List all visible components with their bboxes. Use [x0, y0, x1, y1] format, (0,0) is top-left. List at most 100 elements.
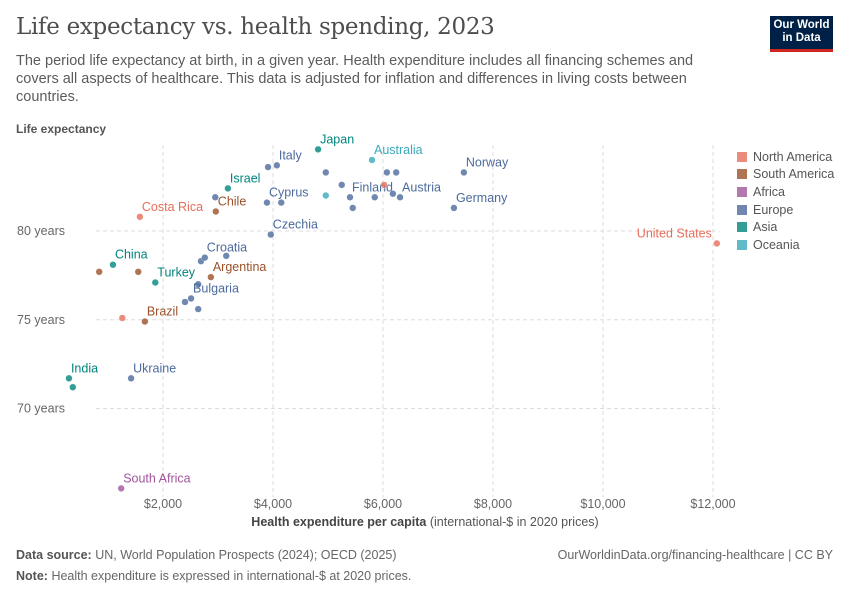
data-label: Australia — [374, 143, 423, 157]
data-point — [346, 193, 354, 201]
data-point — [181, 298, 189, 306]
legend-item[interactable]: Africa — [737, 183, 834, 201]
data-point — [224, 184, 232, 193]
data-point — [212, 207, 220, 216]
legend-label: South America — [753, 167, 835, 182]
data-label: India — [71, 361, 98, 375]
data-point — [396, 193, 404, 201]
source-label: Data source: — [16, 548, 92, 562]
note-text: Health expenditure is expressed in inter… — [51, 569, 412, 583]
data-label: Austria — [402, 180, 441, 194]
data-point — [392, 168, 400, 177]
data-label: Argentina — [213, 260, 267, 274]
data-point — [322, 168, 330, 177]
legend-item[interactable]: Europe — [737, 201, 834, 219]
data-label: Norway — [466, 155, 509, 169]
data-point — [338, 181, 346, 189]
owid-logo[interactable]: Our World in Data — [770, 16, 833, 52]
data-label: Italy — [279, 148, 303, 162]
data-point — [141, 317, 149, 326]
data-point — [267, 230, 275, 239]
data-label: Germany — [456, 191, 508, 205]
legend-label: Asia — [753, 220, 778, 235]
data-point — [349, 204, 357, 212]
data-point — [207, 273, 215, 281]
data-point — [222, 252, 230, 260]
data-point — [95, 268, 103, 276]
data-label: Turkey — [157, 265, 195, 279]
data-point — [383, 168, 391, 177]
data-point — [118, 314, 126, 322]
data-point — [134, 268, 142, 276]
y-axis-label: Life expectancy — [16, 122, 107, 136]
legend-swatch — [737, 169, 747, 180]
data-point — [136, 213, 144, 221]
x-axis-label: Health expenditure per capita (internati… — [0, 515, 850, 529]
data-point — [211, 193, 219, 201]
data-label: Finland — [352, 180, 393, 194]
data-label: Israel — [230, 171, 261, 185]
x-axis-label-unit: (international-$ in 2020 prices) — [429, 515, 599, 529]
data-label: South Africa — [123, 471, 190, 485]
data-label: Japan — [320, 132, 354, 146]
legend-swatch — [737, 239, 747, 250]
data-point — [389, 190, 397, 198]
legend-item[interactable]: Asia — [737, 218, 834, 236]
data-label: Cyprus — [269, 186, 309, 200]
data-point — [460, 168, 468, 177]
data-point — [380, 181, 388, 189]
data-label: Costa Rica — [142, 200, 203, 214]
data-label: Czechia — [273, 218, 318, 232]
y-tick-label: 80 years — [17, 224, 65, 238]
data-point — [273, 161, 281, 169]
data-label: United States — [637, 226, 712, 240]
data-point — [194, 305, 202, 313]
chart-title: Life expectancy vs. health spending, 202… — [16, 14, 495, 40]
data-label: Bulgaria — [193, 281, 239, 295]
data-point — [201, 254, 209, 262]
data-point — [194, 280, 202, 288]
x-axis-label-main: Health expenditure per capita — [251, 515, 427, 529]
data-label: Croatia — [207, 241, 247, 255]
legend-label: Africa — [753, 184, 785, 199]
data-point — [713, 239, 721, 248]
data-point — [371, 193, 379, 201]
data-point — [69, 383, 77, 391]
x-tick-label: $6,000 — [364, 497, 402, 511]
data-point — [314, 145, 322, 153]
data-point — [117, 484, 125, 492]
legend-item[interactable]: Oceania — [737, 236, 834, 254]
source-url[interactable]: OurWorldinData.org/financing-healthcare … — [557, 548, 833, 562]
data-point — [151, 278, 159, 287]
data-label: Chile — [218, 194, 247, 208]
legend-swatch — [737, 186, 747, 197]
data-label: Ukraine — [133, 361, 176, 375]
data-point — [65, 374, 73, 382]
legend-item[interactable]: North America — [737, 148, 834, 166]
y-tick-label: 70 years — [17, 402, 65, 416]
legend-item[interactable]: South America — [737, 166, 834, 184]
data-point — [277, 199, 285, 207]
data-point — [109, 261, 117, 269]
x-tick-label: $10,000 — [580, 497, 625, 511]
legend-label: North America — [753, 149, 833, 164]
legend-label: Europe — [753, 202, 794, 217]
legend: North America South America Africa Europe As… — [737, 148, 834, 254]
data-point — [263, 199, 271, 207]
data-point — [368, 156, 376, 164]
source-text: UN, World Population Prospects (2024); O… — [95, 548, 397, 562]
legend-swatch — [737, 204, 747, 215]
y-tick-label: 75 years — [17, 313, 65, 327]
x-tick-label: $8,000 — [474, 497, 512, 511]
data-source: Data source: UN, World Population Prospe… — [16, 548, 397, 562]
note: Note: Health expenditure is expressed in… — [16, 569, 411, 583]
legend-swatch — [737, 151, 747, 162]
data-point — [187, 294, 195, 303]
data-point — [127, 374, 135, 382]
x-tick-label: $4,000 — [254, 497, 292, 511]
data-label: Brazil — [147, 305, 178, 319]
legend-label: Oceania — [753, 237, 800, 252]
data-point — [450, 204, 458, 212]
chart-subtitle: The period life expectancy at birth, in … — [16, 53, 694, 105]
